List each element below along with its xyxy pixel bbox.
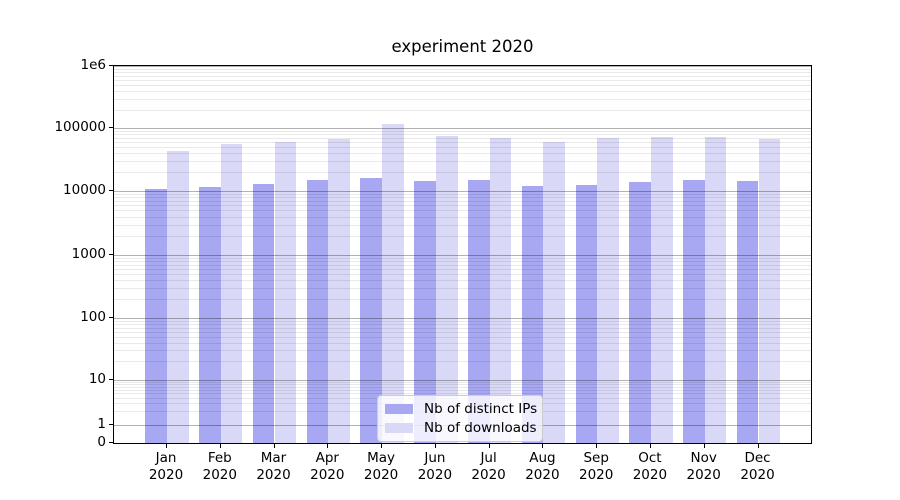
legend-swatch-1 xyxy=(385,423,413,434)
x-tick-year: 2020 xyxy=(310,466,345,483)
x-tick-mark xyxy=(488,444,490,448)
y-tick-mark xyxy=(109,65,113,66)
x-tick-month: Apr xyxy=(315,450,339,466)
y-tick-mark xyxy=(109,127,113,129)
x-tick-year: 2020 xyxy=(202,466,237,483)
x-tick-mark xyxy=(757,444,759,448)
legend: Nb of distinct IPs Nb of downloads xyxy=(377,395,544,442)
legend-row-downloads: Nb of downloads xyxy=(385,419,537,439)
bar-distinct-ips-mar xyxy=(252,183,275,443)
x-tick-month: Sep xyxy=(583,450,609,466)
x-tick-month: Mar xyxy=(260,450,287,466)
bar-downloads-mar xyxy=(274,141,297,443)
x-tick-label-feb: Feb 2020 xyxy=(190,450,250,483)
x-tick-label-dec: Dec 2020 xyxy=(728,450,788,483)
x-tick-month: Nov xyxy=(690,450,717,466)
x-tick-label-jun: Jun 2020 xyxy=(405,450,465,483)
bar-downloads-apr xyxy=(328,138,350,443)
legend-label-downloads: Nb of downloads xyxy=(424,420,537,437)
bar-distinct-ips-feb xyxy=(199,186,221,443)
y-tick-label: 0 xyxy=(97,434,106,450)
x-tick-year: 2020 xyxy=(686,466,721,483)
x-tick-label-sep: Sep 2020 xyxy=(566,450,626,483)
y-tick-mark xyxy=(109,442,113,443)
x-tick-month: Oct xyxy=(638,450,662,466)
y-tick-label: 1e6 xyxy=(80,57,106,73)
x-tick-label-aug: Aug 2020 xyxy=(512,450,572,483)
y-tick-label: 10000 xyxy=(63,182,106,199)
x-tick-mark xyxy=(327,444,329,448)
bar-distinct-ips-jan xyxy=(145,188,167,443)
bar-downloads-jul xyxy=(489,138,512,443)
y-tick-mark xyxy=(109,190,113,192)
legend-label-distinct-ips: Nb of distinct IPs xyxy=(424,400,538,417)
bar-downloads-aug xyxy=(543,141,566,443)
x-tick-label-nov: Nov 2020 xyxy=(674,450,734,483)
y-tick-label: 100000 xyxy=(54,119,106,136)
x-tick-mark xyxy=(381,444,383,448)
bar-downloads-sep xyxy=(597,137,619,443)
x-tick-mark xyxy=(434,444,436,448)
y-tick-label: 10 xyxy=(88,370,106,387)
x-tick-month: Jun xyxy=(424,450,446,466)
y-tick-label: 1 xyxy=(97,416,106,433)
bar-downloads-nov xyxy=(704,136,727,443)
x-tick-month: Dec xyxy=(744,450,771,466)
y-tick-label: 1000 xyxy=(71,245,106,262)
x-tick-label-jul: Jul 2020 xyxy=(459,450,519,483)
x-tick-year: 2020 xyxy=(256,466,291,483)
x-tick-month: Feb xyxy=(207,450,232,466)
y-tick-mark xyxy=(109,253,113,255)
bar-distinct-ips-jun xyxy=(414,180,436,443)
bar-distinct-ips-aug xyxy=(521,186,544,443)
plot-area: Nb of distinct IPs Nb of downloads xyxy=(113,65,812,444)
bar-downloads-may xyxy=(382,124,404,443)
x-tick-year: 2020 xyxy=(148,466,184,483)
x-tick-label-apr: Apr 2020 xyxy=(297,450,357,483)
bar-downloads-dec xyxy=(758,139,781,443)
bar-downloads-jun xyxy=(435,136,458,443)
x-tick-mark xyxy=(542,444,544,448)
bar-distinct-ips-sep xyxy=(575,184,598,443)
x-tick-label-may: May 2020 xyxy=(351,450,411,483)
bar-downloads-feb xyxy=(220,144,243,443)
x-tick-mark xyxy=(649,444,651,448)
bars-layer xyxy=(114,66,811,443)
x-tick-mark xyxy=(596,444,598,448)
x-tick-month: Jul xyxy=(480,450,497,466)
legend-swatch-0 xyxy=(385,403,413,414)
x-tick-year: 2020 xyxy=(471,466,506,483)
x-tick-year: 2020 xyxy=(417,466,453,483)
x-tick-month: Jan xyxy=(155,450,177,466)
bar-distinct-ips-nov xyxy=(683,179,705,443)
x-tick-mark xyxy=(273,444,275,448)
legend-row-distinct-ips: Nb of distinct IPs xyxy=(385,399,537,419)
y-tick-label: 100 xyxy=(80,309,106,326)
x-tick-year: 2020 xyxy=(740,466,775,483)
bar-distinct-ips-dec xyxy=(736,180,759,443)
y-tick-mark xyxy=(109,317,113,319)
x-tick-year: 2020 xyxy=(525,466,560,483)
x-tick-month: Aug xyxy=(529,450,556,466)
bar-distinct-ips-oct xyxy=(629,182,651,443)
bar-downloads-oct xyxy=(650,137,673,443)
x-tick-year: 2020 xyxy=(363,466,399,483)
x-tick-mark xyxy=(166,444,167,448)
x-tick-mark xyxy=(703,444,705,448)
bar-distinct-ips-jul xyxy=(467,180,490,443)
y-tick-mark xyxy=(109,378,113,380)
x-tick-label-jan: Jan 2020 xyxy=(136,450,196,483)
bar-distinct-ips-may xyxy=(360,178,383,443)
x-tick-mark xyxy=(219,444,221,448)
chart-title: experiment 2020 xyxy=(391,37,534,56)
x-tick-year: 2020 xyxy=(579,466,614,483)
x-tick-year: 2020 xyxy=(632,466,668,483)
x-tick-label-mar: Mar 2020 xyxy=(244,450,304,483)
bar-downloads-jan xyxy=(167,151,189,443)
bar-distinct-ips-apr xyxy=(306,180,329,443)
x-tick-label-oct: Oct 2020 xyxy=(620,450,680,483)
y-tick-mark xyxy=(109,424,113,426)
x-tick-month: May xyxy=(367,450,396,466)
